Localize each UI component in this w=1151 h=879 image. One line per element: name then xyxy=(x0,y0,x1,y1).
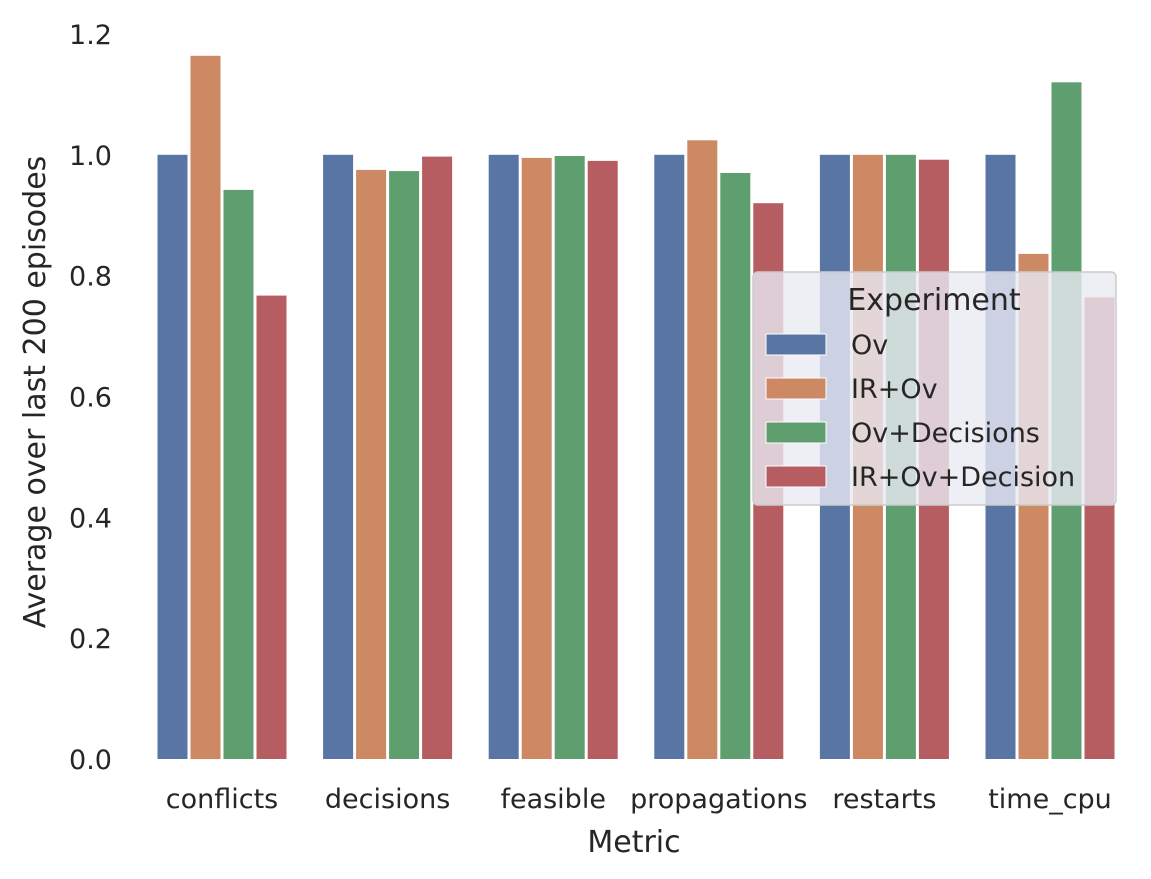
x-tick-label-conflicts: conflicts xyxy=(166,784,278,815)
x-axis-title: Metric xyxy=(587,825,680,860)
bar-decisions-3 xyxy=(389,171,420,760)
x-tick-label-decisions: decisions xyxy=(325,784,450,815)
legend: Experiment Ov IR+Ov Ov+Decisions IR+Ov+Deci… xyxy=(752,271,1117,506)
legend-items: Ov IR+Ov Ov+Decisions IR+Ov+Decision xyxy=(765,330,1075,493)
bar-feasible-4 xyxy=(587,160,618,759)
bar-propagations-1 xyxy=(654,154,685,760)
x-tick-label-feasible: feasible xyxy=(500,784,605,815)
bars-group xyxy=(157,55,1115,760)
legend-swatch xyxy=(765,421,827,444)
y-tick-labels: 0.0 0.2 0.4 0.6 0.8 1.0 1.2 xyxy=(69,20,112,776)
legend-box xyxy=(752,271,1117,506)
y-tick-label: 0.2 xyxy=(69,624,112,655)
x-tick-label-restarts: restarts xyxy=(832,784,936,815)
legend-label: Ov xyxy=(851,330,888,361)
bar-conflicts-1 xyxy=(157,154,188,760)
y-tick-label: 1.2 xyxy=(69,20,112,51)
legend-swatch xyxy=(765,377,827,400)
legend-label: Ov+Decisions xyxy=(851,418,1040,449)
bar-propagations-3 xyxy=(720,173,751,759)
bar-feasible-1 xyxy=(488,154,519,760)
y-tick-label: 0.4 xyxy=(69,503,112,534)
legend-swatch xyxy=(765,333,827,356)
bar-feasible-2 xyxy=(521,157,552,759)
bar-decisions-4 xyxy=(422,156,453,760)
x-tick-label-propagations: propagations xyxy=(630,784,807,815)
y-tick-label: 1.0 xyxy=(69,141,112,172)
y-tick-label: 0.8 xyxy=(69,262,112,293)
bar-conflicts-4 xyxy=(256,295,287,759)
y-tick-label: 0.0 xyxy=(69,745,112,776)
x-tick-labels: conflicts decisions feasible propagations re… xyxy=(166,784,1112,815)
bar-feasible-3 xyxy=(554,156,585,759)
y-tick-label: 0.6 xyxy=(69,383,112,414)
bar-conflicts-2 xyxy=(190,55,221,760)
bar-decisions-1 xyxy=(323,154,354,760)
legend-label: IR+Ov+Decision xyxy=(851,462,1075,493)
legend-title: Experiment xyxy=(847,283,1021,318)
legend-swatch xyxy=(765,465,827,488)
y-axis-title: Average over last 200 episodes xyxy=(18,156,53,629)
bar-decisions-2 xyxy=(356,169,387,759)
legend-label: IR+Ov xyxy=(851,374,938,405)
bar-propagations-2 xyxy=(687,140,718,760)
x-tick-label-time_cpu: time_cpu xyxy=(988,784,1112,815)
bar-conflicts-3 xyxy=(223,189,254,759)
